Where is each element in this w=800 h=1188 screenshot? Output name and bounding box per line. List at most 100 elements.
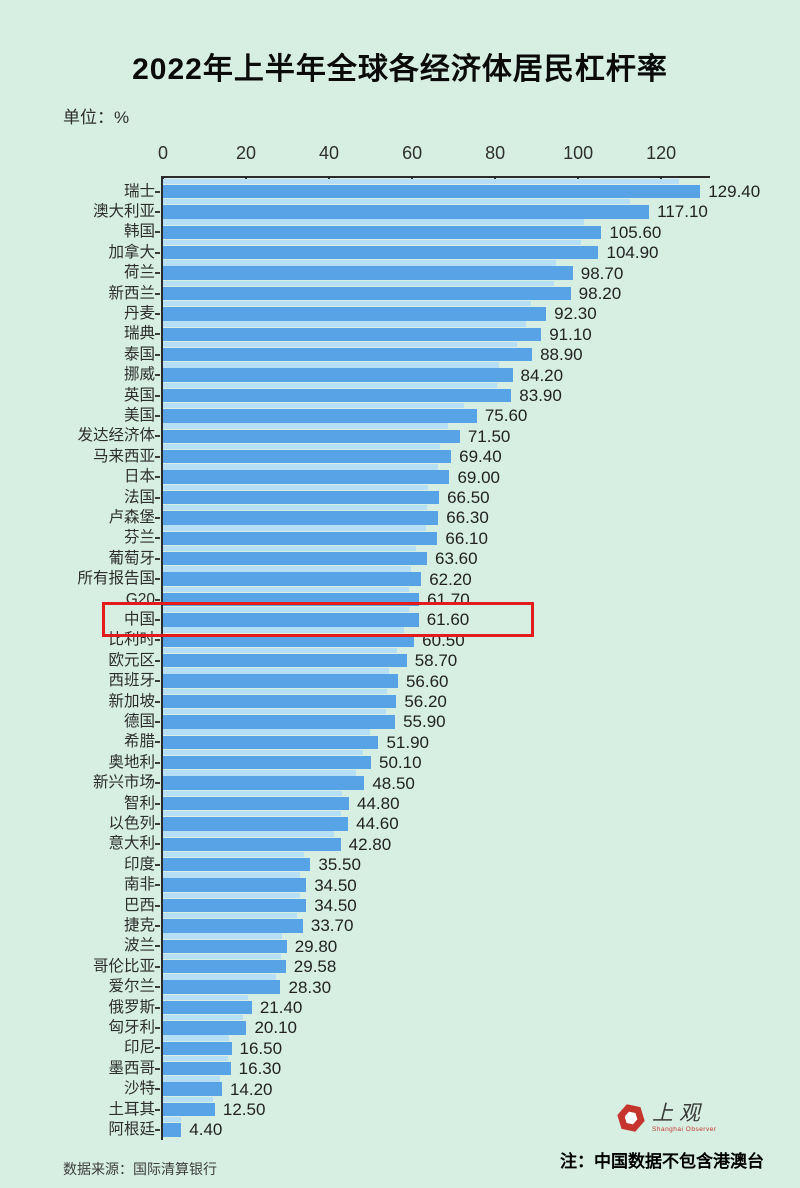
value-label: 50.10 — [378, 753, 422, 773]
category-label: 法国 — [123, 488, 155, 506]
value-label: 48.50 — [372, 773, 415, 793]
value-label: 12.50 — [222, 1100, 266, 1119]
category-tick-dash — [155, 618, 160, 621]
category-label: 新加坡 — [108, 692, 155, 710]
category-tick-dash — [155, 904, 160, 907]
category-label: 印尼 — [123, 1039, 155, 1057]
bar — [163, 551, 428, 566]
value-label: 98.70 — [580, 263, 624, 283]
bar-shadow — [163, 219, 584, 225]
bar — [163, 694, 397, 709]
category-tick-dash — [155, 374, 160, 377]
bar-row: 加拿大 104.90 — [0, 239, 800, 262]
value-label: 34.50 — [314, 875, 357, 895]
bar-row: 匈牙利 20.10 — [0, 1014, 800, 1037]
category-tick-dash — [155, 496, 160, 499]
bar — [163, 633, 415, 647]
x-tick-label: 80 — [485, 143, 506, 163]
bar — [163, 1082, 222, 1096]
bar-row: 瑞士 129.40 — [0, 178, 800, 201]
category-tick-dash — [155, 924, 160, 927]
bar — [163, 817, 349, 831]
category-tick-dash — [155, 455, 160, 458]
bar-shadow — [163, 382, 498, 388]
bar-row: 新加坡 56.20 — [0, 688, 800, 711]
category-tick-dash — [155, 292, 160, 295]
value-label: 34.50 — [314, 896, 357, 915]
shanghai-observer-logo: 上观 Shanghai Observer — [617, 1103, 717, 1134]
category-label: 马来西亚 — [92, 447, 155, 465]
value-label: 117.10 — [657, 202, 708, 222]
x-tick-label: 0 — [157, 143, 169, 163]
value-label: 16.50 — [239, 1038, 283, 1058]
bar-shadow — [163, 321, 527, 327]
bar-row: 智利 44.80 — [0, 790, 800, 813]
data-source: 数据来源：国际清算银行 — [63, 1161, 217, 1177]
bar-row: 意大利 42.80 — [0, 831, 800, 854]
category-label: 希腊 — [123, 733, 155, 751]
category-tick-dash — [155, 578, 160, 581]
bar — [163, 449, 452, 464]
value-label: 84.20 — [520, 365, 564, 385]
bar-row: 印度 35.50 — [0, 851, 800, 875]
bar-shadow — [163, 729, 370, 735]
category-label: 印度 — [123, 855, 155, 873]
category-label: 智利 — [123, 794, 155, 812]
category-label: 日本 — [123, 468, 155, 486]
value-label: 14.20 — [229, 1079, 273, 1099]
value-label: 66.10 — [445, 528, 488, 548]
value-label: 92.30 — [554, 304, 597, 324]
category-tick-dash — [155, 863, 160, 866]
category-label: 瑞士 — [123, 182, 155, 200]
bar — [163, 347, 533, 362]
bar-row: 瑞典 91.10 — [0, 321, 800, 344]
category-tick-dash — [155, 965, 160, 968]
bar — [163, 857, 311, 872]
bar — [163, 755, 371, 770]
x-tick-label: 100 — [563, 143, 594, 163]
bar-shadow — [163, 851, 305, 858]
bar-row: 马来西亚 69.40 — [0, 443, 800, 466]
bar-shadow — [163, 790, 342, 796]
bar-shadow — [163, 627, 405, 633]
category-label: 丹麦 — [123, 304, 155, 322]
bar-shadow — [163, 933, 282, 939]
logo-hexagon-icon — [614, 1102, 647, 1135]
bar — [163, 368, 513, 382]
value-label: 33.70 — [310, 916, 354, 936]
bar-shadow — [163, 606, 409, 613]
category-tick-dash — [155, 1006, 160, 1009]
bar-row: 卢森堡 66.30 — [0, 504, 800, 527]
value-label: 71.50 — [467, 426, 511, 446]
category-label: 挪威 — [123, 366, 155, 384]
category-tick-dash — [155, 1088, 160, 1091]
bar-row: 阿根廷 4.40 — [0, 1116, 800, 1139]
bar-shadow — [163, 280, 555, 286]
bar — [163, 898, 307, 913]
footnote: 注：中国数据不包含港澳台 — [560, 1152, 764, 1171]
bar-shadow — [163, 178, 679, 184]
bar-row: 新西兰 98.20 — [0, 280, 800, 303]
chart-title: 2022年上半年全球各经济体居民杠杆率 — [132, 53, 668, 86]
category-tick-dash — [155, 1067, 160, 1070]
category-tick-dash — [155, 1128, 160, 1131]
bar — [163, 1041, 232, 1055]
value-label: 66.50 — [447, 488, 490, 507]
bar — [163, 307, 547, 321]
unit-label: 单位：% — [63, 108, 130, 127]
category-label: 美国 — [123, 406, 155, 424]
bar-row: 波兰 29.80 — [0, 933, 800, 956]
value-label: 35.50 — [318, 855, 361, 875]
bar — [163, 837, 341, 851]
category-label: 新兴市场 — [92, 774, 155, 792]
bar-row: 丹麦 92.30 — [0, 300, 800, 324]
logo-name: 上观 — [652, 1101, 706, 1125]
logo-subtitle: Shanghai Observer — [652, 1126, 717, 1133]
category-label: 英国 — [123, 386, 155, 404]
category-tick-dash — [155, 190, 160, 193]
value-label: 16.30 — [238, 1059, 282, 1079]
category-tick-dash — [155, 272, 160, 275]
bar-row: 挪威 84.20 — [0, 362, 800, 385]
category-tick-dash — [155, 557, 160, 560]
bar-shadow — [163, 504, 428, 511]
